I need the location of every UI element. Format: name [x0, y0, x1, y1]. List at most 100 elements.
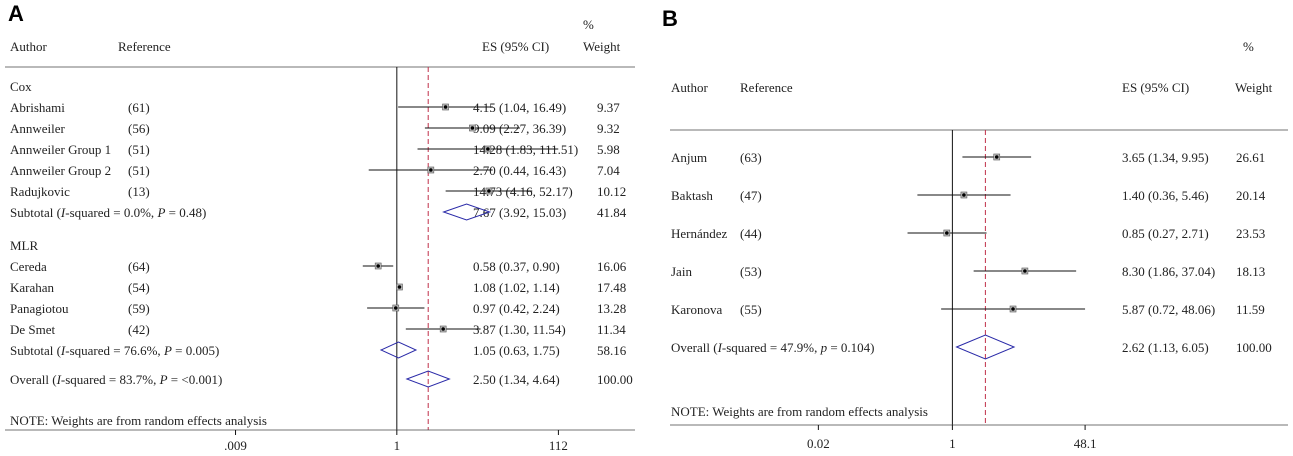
weight-percent-header: % — [1243, 39, 1254, 54]
stat-part-label-prefix: Subtotal ( — [10, 205, 61, 220]
study-reference: (54) — [128, 280, 150, 295]
study-weight: 10.12 — [597, 184, 626, 199]
stat-part-p-text: = 0.48) — [165, 205, 206, 220]
study-es-ci: 2.70 (0.44, 16.43) — [473, 163, 566, 178]
forest-plot-a-svg: A % Author Reference ES (95% CI) Weight Cox Abr… — [5, 1, 635, 453]
study-reference: (51) — [128, 142, 150, 157]
study-author: Panagiotou — [10, 301, 69, 316]
stat-part-i2-text: -squared = 76.6%, — [65, 343, 164, 358]
stat-part-label-prefix: Overall ( — [10, 372, 57, 387]
overall-weight: 100.00 — [597, 372, 633, 387]
pooled-diamond — [442, 203, 492, 221]
stat-part-p-symbol: p — [820, 340, 828, 355]
weight-header: Weight — [583, 39, 621, 54]
study-reference: (63) — [740, 150, 762, 165]
stat-part-i2-text: -squared = 83.7%, — [61, 372, 160, 387]
study-weight: 23.53 — [1236, 226, 1265, 241]
weight-percent-header: % — [583, 17, 594, 32]
study-author: Annweiler — [10, 121, 66, 136]
overall-label: Overall (I-squared = 47.9%, p = 0.104) — [671, 340, 875, 355]
study-weight: 9.37 — [597, 100, 620, 115]
study-reference: (47) — [740, 188, 762, 203]
point-estimate — [397, 285, 402, 289]
es-ci-header: ES (95% CI) — [482, 39, 549, 54]
reference-header: Reference — [118, 39, 171, 54]
subtotal-label: Subtotal (I-squared = 76.6%, P = 0.005) — [10, 343, 219, 358]
study-weight: 18.13 — [1236, 264, 1265, 279]
study-es-ci: 1.08 (1.02, 1.14) — [473, 280, 560, 295]
stat-part-label-prefix: Overall ( — [671, 340, 718, 355]
subtotal-label: Subtotal (I-squared = 0.0%, P = 0.48) — [10, 205, 206, 220]
study-reference: (42) — [128, 322, 150, 337]
stat-part-p-text: = 0.104) — [827, 340, 874, 355]
study-es-ci: 0.58 (0.37, 0.90) — [473, 259, 560, 274]
es-ci-header: ES (95% CI) — [1122, 80, 1189, 95]
study-weight: 17.48 — [597, 280, 626, 295]
subtotal-weight: 41.84 — [597, 205, 627, 220]
study-reference: (59) — [128, 301, 150, 316]
point-estimate — [1011, 307, 1015, 311]
study-reference: (13) — [128, 184, 150, 199]
study-author: Karonova — [671, 302, 722, 317]
stat-part-p-symbol: P — [159, 372, 168, 387]
x-tick-label: 1 — [394, 438, 401, 453]
weights-note: NOTE: Weights are from random effects an… — [671, 404, 928, 419]
point-estimate — [1023, 269, 1027, 273]
pooled-diamond — [405, 370, 451, 388]
group-label: MLR — [10, 238, 39, 253]
panel-label-b: B — [662, 6, 678, 31]
study-reference: (56) — [128, 121, 150, 136]
study-es-ci: 0.85 (0.27, 2.71) — [1122, 226, 1209, 241]
point-estimate — [994, 155, 999, 159]
overall-es-ci: 2.50 (1.34, 4.64) — [473, 372, 560, 387]
forest-plot-a: A% Author Reference ES (95% CI) Weight Cox Abr… — [0, 0, 640, 456]
study-weight: 7.04 — [597, 163, 620, 178]
study-author: Hernández — [671, 226, 728, 241]
study-author: Radujkovic — [10, 184, 70, 199]
study-weight: 26.61 — [1236, 150, 1265, 165]
study-reference: (51) — [128, 163, 150, 178]
study-es-ci: 0.97 (0.42, 2.24) — [473, 301, 560, 316]
study-author: Karahan — [10, 280, 55, 295]
study-author: Cereda — [10, 259, 47, 274]
study-es-ci: 4.15 (1.04, 16.49) — [473, 100, 566, 115]
subtotal-es-ci: 7.67 (3.92, 15.03) — [473, 205, 566, 220]
point-estimate — [487, 189, 491, 193]
stat-part-p-text: = <0.001) — [168, 372, 223, 387]
stat-part-i2-symbol: I — [56, 372, 62, 387]
study-weight: 16.06 — [597, 259, 627, 274]
group-label: Cox — [10, 79, 32, 94]
author-header: Author — [10, 39, 48, 54]
study-es-ci: 1.40 (0.36, 5.46) — [1122, 188, 1209, 203]
point-estimate — [441, 327, 445, 331]
study-reference: (64) — [128, 259, 150, 274]
point-estimate — [429, 168, 433, 172]
pooled-diamond — [379, 341, 418, 359]
overall-label: Overall (I-squared = 83.7%, P = <0.001) — [10, 372, 222, 387]
subtotal-weight: 58.16 — [597, 343, 627, 358]
stat-part-i2-text: -squared = 0.0%, — [65, 205, 157, 220]
study-author: Anjum — [671, 150, 707, 165]
point-estimate — [393, 306, 398, 310]
x-tick-label: 0.02 — [807, 436, 830, 451]
subtotal-es-ci: 1.05 (0.63, 1.75) — [473, 343, 560, 358]
x-tick-label: 112 — [549, 438, 568, 453]
study-es-ci: 5.87 (0.72, 48.06) — [1122, 302, 1215, 317]
weight-header: Weight — [1235, 80, 1273, 95]
study-reference: (61) — [128, 100, 150, 115]
stat-part-p-text: = 0.005) — [172, 343, 219, 358]
study-weight: 11.59 — [1236, 302, 1265, 317]
study-es-ci: 8.30 (1.86, 37.04) — [1122, 264, 1215, 279]
point-estimate — [962, 193, 966, 197]
forest-plot-b-svg: B% Author Reference ES (95% CI) Weight Anjum (… — [662, 6, 1288, 451]
weights-note: NOTE: Weights are from random effects an… — [10, 413, 267, 428]
study-weight: 13.28 — [597, 301, 626, 316]
x-tick-label: 1 — [949, 436, 956, 451]
stat-part-i2-symbol: I — [60, 343, 66, 358]
study-author: De Smet — [10, 322, 56, 337]
point-estimate — [945, 231, 949, 235]
study-author: Baktash — [671, 188, 713, 203]
study-reference: (55) — [740, 302, 762, 317]
study-weight: 11.34 — [597, 322, 626, 337]
study-author: Annweiler Group 2 — [10, 163, 111, 178]
